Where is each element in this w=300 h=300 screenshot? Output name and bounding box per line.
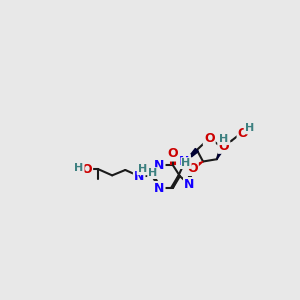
Text: N: N — [184, 178, 194, 191]
Text: O: O — [204, 132, 214, 145]
Text: N: N — [179, 155, 190, 168]
Text: O: O — [187, 162, 198, 175]
Text: H: H — [219, 134, 228, 144]
Text: N: N — [154, 159, 164, 172]
Text: H: H — [148, 168, 158, 178]
Text: O: O — [168, 147, 178, 160]
Text: H: H — [244, 123, 254, 134]
Text: O: O — [204, 132, 214, 145]
Text: O: O — [218, 140, 229, 153]
Text: N: N — [184, 178, 194, 191]
Text: O: O — [81, 163, 92, 176]
Text: N: N — [134, 169, 144, 183]
Text: H: H — [138, 164, 147, 174]
Text: N: N — [134, 169, 144, 183]
Text: N: N — [179, 155, 190, 168]
Text: H: H — [182, 158, 191, 168]
Text: H: H — [74, 164, 84, 173]
Text: O: O — [218, 140, 229, 153]
Text: H: H — [244, 123, 254, 134]
Text: O: O — [168, 147, 178, 160]
Polygon shape — [192, 161, 203, 169]
Text: H: H — [74, 164, 84, 173]
Text: H: H — [182, 158, 191, 168]
Text: H: H — [148, 168, 158, 178]
Polygon shape — [184, 148, 198, 162]
Text: O: O — [238, 127, 248, 140]
Text: H: H — [219, 134, 228, 144]
Text: N: N — [154, 182, 164, 195]
Text: H: H — [138, 164, 147, 174]
Text: O: O — [81, 163, 92, 176]
Polygon shape — [217, 146, 225, 159]
Text: O: O — [187, 162, 198, 175]
Text: N: N — [154, 182, 164, 195]
Text: N: N — [154, 159, 164, 172]
Text: O: O — [238, 127, 248, 140]
